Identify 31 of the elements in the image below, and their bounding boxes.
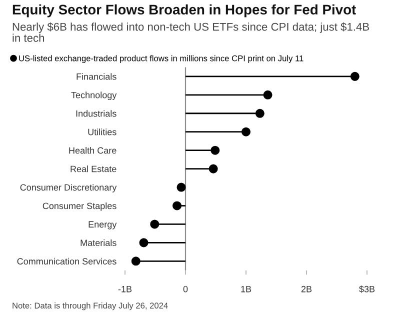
y-tick-label: Energy: [88, 221, 117, 230]
point: [210, 146, 220, 155]
y-tick-label: Real Estate: [70, 166, 116, 172]
x-tick-label: -1B: [118, 286, 132, 292]
y-tick-label: Utilities: [88, 128, 116, 136]
y-tick-label: Materials: [80, 239, 116, 246]
point: [263, 90, 272, 100]
y-tick-label: Health Care: [69, 147, 116, 154]
text: Note: Data is through Friday July 26, 2024: [12, 302, 168, 310]
point: [150, 220, 160, 229]
point: [350, 72, 360, 81]
point: [208, 164, 218, 174]
x-tick-label: 2B: [301, 286, 312, 292]
x-tick-label: 0: [183, 286, 188, 292]
x-tick-label: $3B: [359, 286, 375, 293]
point: [241, 127, 251, 136]
y-tick-label: Financials: [76, 73, 116, 80]
y-tick-label: Consumer Staples: [42, 202, 116, 211]
point: [131, 256, 140, 266]
point: [255, 108, 264, 118]
y-tick-label: Technology: [71, 92, 117, 100]
y-tick-label: Communication Services: [17, 258, 116, 265]
point: [176, 182, 186, 192]
x-tick-label: 1B: [241, 286, 252, 292]
chart-subtitle: Nearly $6B has flowed into non-tech US ETFs since CPI data; just $1.4B in tech: [12, 22, 369, 42]
legend-label: US-listed exchange-traded product flows in millions since CPI print on July 11: [19, 55, 304, 63]
point: [139, 238, 148, 248]
y-tick-label: Consumer Discretionary: [20, 184, 117, 192]
chart-title: Equity Sector Flows Broaden in Hopes for Fed Pivot: [12, 4, 356, 18]
point: [172, 201, 182, 210]
y-tick-label: Industrials: [76, 110, 116, 117]
